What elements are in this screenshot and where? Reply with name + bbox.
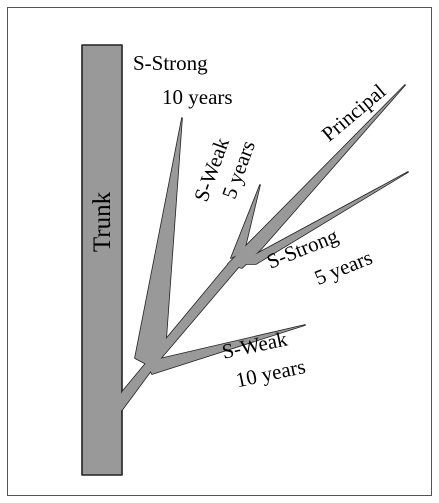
branch-name: S-Strong [133, 51, 208, 75]
limb-fill [228, 85, 405, 268]
branches [83, 84, 409, 425]
limb-fill [146, 325, 305, 374]
frame [7, 7, 432, 496]
limb-fill [231, 185, 260, 258]
limb-fill [135, 118, 182, 366]
branch-age: 10 years [162, 85, 233, 109]
limb-fill [108, 256, 248, 418]
trunk-fill [83, 380, 121, 425]
trunk-label: Trunk [89, 191, 116, 252]
limb-fill [238, 172, 408, 264]
